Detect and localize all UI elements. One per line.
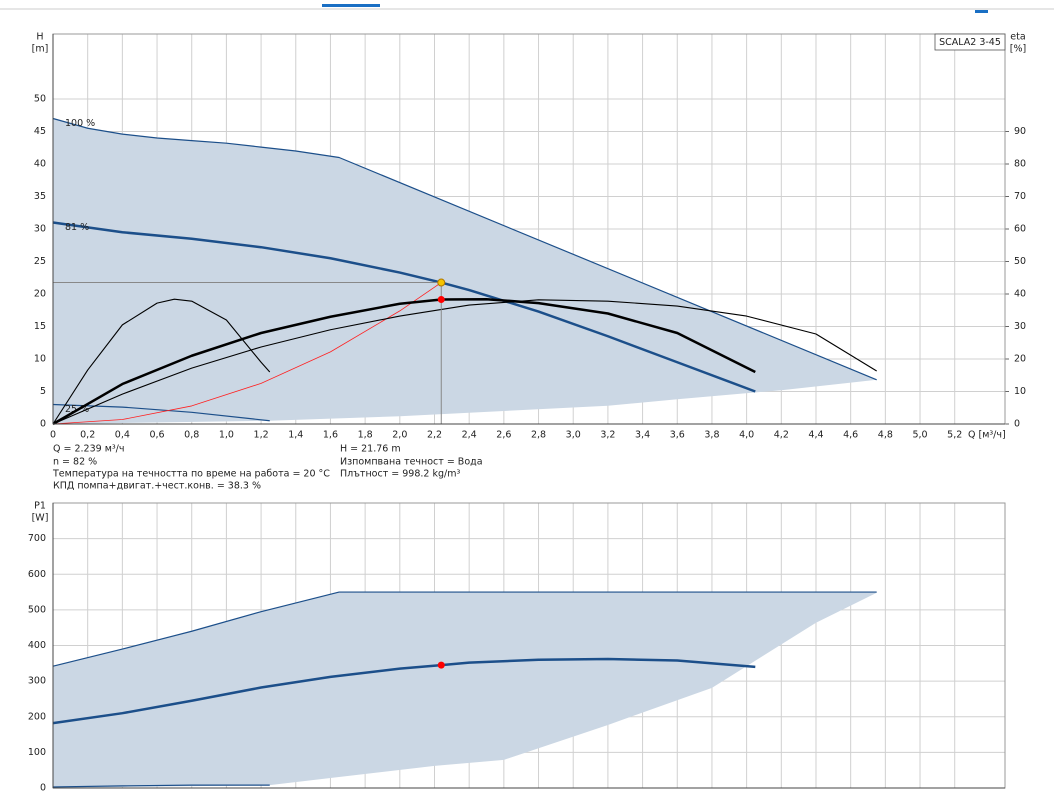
x-tick-label: 2,8 xyxy=(531,430,546,441)
y-axis-unit: [m] xyxy=(32,44,49,55)
info-text: Температура на течността по време на раб… xyxy=(52,469,330,480)
y-tick-label: 600 xyxy=(28,569,46,580)
y-axis-unit: [W] xyxy=(32,513,49,524)
x-tick-label: 5,2 xyxy=(947,430,962,441)
x-tick-label: 1,4 xyxy=(288,430,303,441)
x-tick-label: 0 xyxy=(50,430,56,441)
x-tick-label: 2,4 xyxy=(462,430,477,441)
tab-indicator xyxy=(322,4,380,7)
y2-tick-label: 50 xyxy=(1014,256,1026,267)
x-tick-label: 3,4 xyxy=(635,430,650,441)
y-tick-label: 0 xyxy=(40,419,46,430)
y-axis-label: P1 xyxy=(34,501,46,512)
y-tick-label: 30 xyxy=(34,224,46,235)
info-text: Плътност = 998.2 kg/m³ xyxy=(340,469,460,480)
y-tick-label: 100 xyxy=(28,747,46,758)
y2-tick-label: 30 xyxy=(1014,321,1026,332)
y-tick-label: 35 xyxy=(34,191,46,202)
curve xyxy=(52,657,756,725)
y-tick-label: 400 xyxy=(28,640,46,651)
info-text: КПД помпа+двигат.+чест.конв. = 38.3 % xyxy=(53,481,261,492)
x-tick-label: 3,8 xyxy=(704,430,719,441)
y-tick-label: 500 xyxy=(28,604,46,615)
x-tick-label: 2,6 xyxy=(496,430,511,441)
y2-tick-label: 10 xyxy=(1014,386,1026,397)
y-tick-label: 50 xyxy=(34,94,46,105)
curve xyxy=(52,403,270,422)
x-tick-label: 1,2 xyxy=(254,430,269,441)
y-tick-label: 45 xyxy=(34,126,46,137)
y2-tick-label: 0 xyxy=(1014,419,1020,430)
y2-tick-label: 40 xyxy=(1014,289,1026,300)
x-axis-label: Q [м³/ч] xyxy=(968,430,1006,441)
curve xyxy=(52,221,756,393)
info-text: H = 21.76 m xyxy=(340,444,401,455)
operating-point xyxy=(437,278,446,287)
x-tick-label: 0,6 xyxy=(149,430,164,441)
curve xyxy=(52,297,756,426)
x-tick-label: 0,4 xyxy=(115,430,130,441)
x-tick-label: 3,2 xyxy=(600,430,615,441)
operating-area xyxy=(53,592,877,788)
info-text: Q = 2.239 м³/ч xyxy=(53,444,124,455)
x-tick-label: 3,6 xyxy=(670,430,685,441)
curve xyxy=(52,784,270,788)
y-tick-label: 300 xyxy=(28,676,46,687)
y-tick-label: 10 xyxy=(34,354,46,365)
y2-tick-label: 70 xyxy=(1014,191,1026,202)
operating-point xyxy=(437,661,445,669)
curve xyxy=(52,299,877,425)
curve xyxy=(52,298,271,425)
y2-tick-label: 90 xyxy=(1014,126,1026,137)
x-tick-label: 4,6 xyxy=(843,430,858,441)
y-tick-label: 20 xyxy=(34,289,46,300)
tab-indicator xyxy=(975,10,988,13)
model-box xyxy=(934,33,1006,51)
y2-tick-label: 60 xyxy=(1014,224,1026,235)
x-tick-label: 5,0 xyxy=(912,430,927,441)
x-tick-label: 4,4 xyxy=(808,430,823,441)
operating-point xyxy=(437,296,445,304)
x-tick-label: 1,0 xyxy=(219,430,234,441)
x-tick-label: 1,6 xyxy=(323,430,338,441)
y2-tick-label: 80 xyxy=(1014,159,1026,170)
y2-axis-unit: [%] xyxy=(1010,44,1026,55)
x-tick-label: 4,0 xyxy=(739,430,754,441)
y-tick-label: 700 xyxy=(28,533,46,544)
charts: 0 0,2 0,4 0,6 0,8 1,0 1,2 1,4 1,6 1,8 2,0 2,2 2,4 2,6… xyxy=(28,32,1026,793)
info-text: n = 82 % xyxy=(53,457,97,468)
y2-axis-label: eta xyxy=(1010,32,1025,43)
y-tick-label: 40 xyxy=(34,159,46,170)
curve-label: 100 % xyxy=(65,118,95,129)
x-tick-label: 3,0 xyxy=(566,430,581,441)
x-tick-label: 2,0 xyxy=(392,430,407,441)
y-tick-label: 15 xyxy=(34,321,46,332)
curve xyxy=(52,591,877,667)
x-tick-label: 2,2 xyxy=(427,430,442,441)
info-text: Изпомпвана течност = Вода xyxy=(340,457,483,468)
y-tick-label: 5 xyxy=(40,386,46,397)
x-tick-label: 1,8 xyxy=(358,430,373,441)
x-tick-label: 4,2 xyxy=(774,430,789,441)
curve xyxy=(52,282,442,425)
model-label: SCALA2 3-45 xyxy=(939,37,1001,48)
y2-tick-label: 20 xyxy=(1014,354,1026,365)
y-tick-label: 200 xyxy=(28,711,46,722)
y-axis-label: H xyxy=(36,32,43,43)
x-tick-label: 0,2 xyxy=(80,430,95,441)
y-tick-label: 0 xyxy=(40,783,46,793)
x-tick-label: 0,8 xyxy=(184,430,199,441)
curve-label: 81 % xyxy=(65,222,89,233)
curve xyxy=(52,117,877,381)
y-tick-label: 25 xyxy=(34,256,46,267)
x-tick-label: 4,8 xyxy=(878,430,893,441)
